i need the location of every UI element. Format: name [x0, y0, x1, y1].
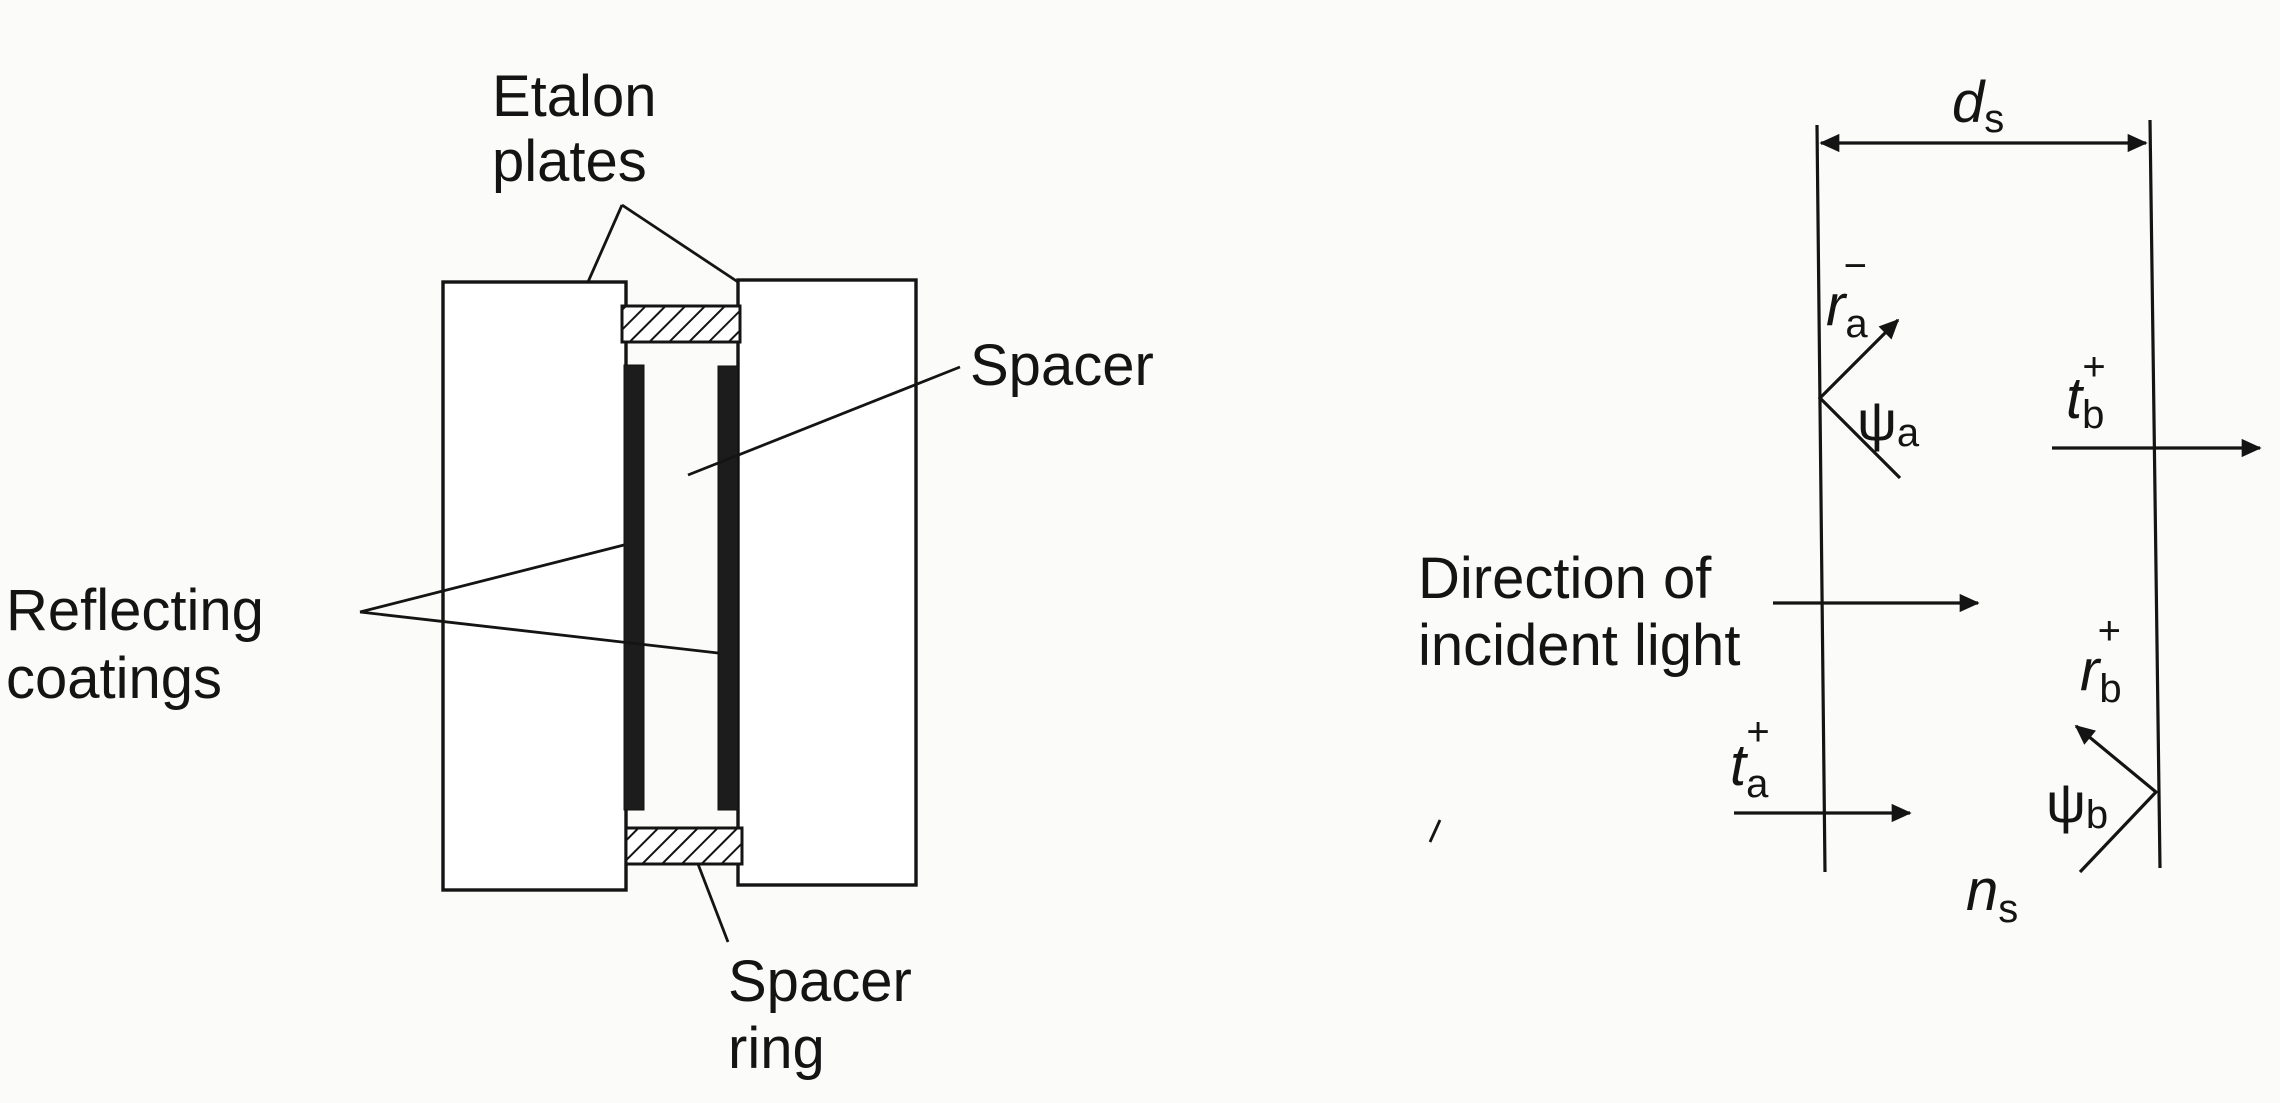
- r-a-label: ra−: [1826, 244, 1868, 346]
- t-a-label: ta+: [1730, 710, 1770, 806]
- left-etalon-plate: [441, 280, 628, 892]
- r-b-label: rb+: [2080, 609, 2122, 711]
- right-reflecting-coating: [717, 365, 739, 811]
- boundary-b-line: [2148, 119, 2162, 869]
- r-a-reflected-ray: [1817, 318, 1902, 480]
- spacer-ring-top: [620, 304, 742, 344]
- direction-label-line2: incident light: [1418, 613, 1740, 678]
- etalon-plates-leader-left: [586, 204, 624, 283]
- spacer-ring-label-line1: Spacer: [728, 949, 912, 1014]
- reflecting-leader-left: [359, 543, 625, 614]
- psi-a-label: ψa: [1857, 389, 1920, 455]
- etalon-diagram: Etalon plates Spacer Reflecting coatings…: [6, 64, 1154, 1081]
- spacer-ring-leader: [696, 863, 730, 943]
- reflecting-coatings-label-line2: coatings: [6, 646, 222, 711]
- spacer-ring-label-line2: ring: [728, 1016, 825, 1081]
- reflecting-coatings-label-line1: Reflecting: [6, 578, 264, 643]
- wave-diagram: ds ra− ψa tb+ Direction of incident ligh…: [1418, 70, 2262, 931]
- stray-mark: [1428, 819, 1442, 843]
- etalon-plates-label-line2: plates: [492, 129, 647, 194]
- reflecting-leader-right: [359, 610, 719, 655]
- right-etalon-plate: [736, 278, 918, 887]
- etalon-plates-label-line1: Etalon: [492, 64, 656, 129]
- psi-b-label: ψb: [2046, 771, 2108, 837]
- spacer-label: Spacer: [970, 333, 1154, 398]
- thickness-label: ds: [1952, 70, 2004, 141]
- spacer-ring-bottom: [624, 826, 744, 866]
- etalon-plates-leader-right: [621, 203, 739, 284]
- r-b-reflected-ray: [2074, 724, 2159, 874]
- refractive-index-label: ns: [1966, 858, 2018, 931]
- spacer-leader: [687, 365, 961, 477]
- direction-label-line1: Direction of: [1418, 546, 1712, 611]
- t-b-label: tb+: [2066, 345, 2106, 437]
- left-reflecting-coating: [623, 364, 645, 811]
- boundary-a-line: [1815, 124, 1827, 873]
